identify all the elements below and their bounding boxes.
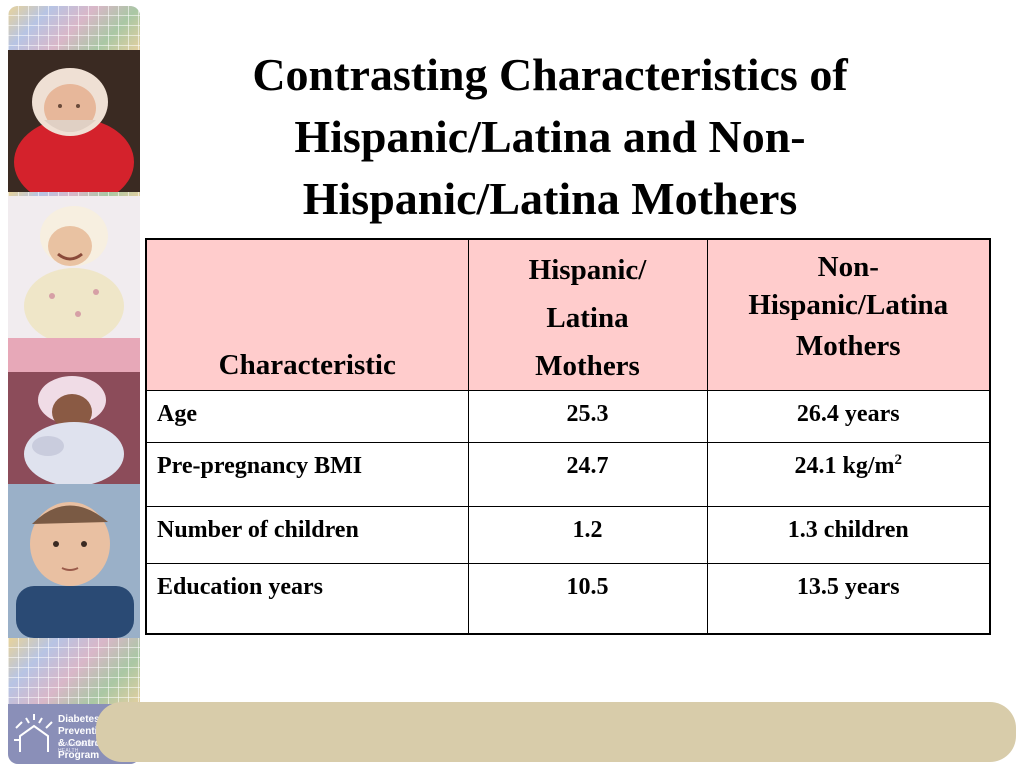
mosaic-band-bottom — [8, 638, 140, 704]
header-hispanic: Hispanic/ Latina Mothers — [467, 238, 708, 391]
slide-title: Contrasting Characteristics of Hispanic/… — [252, 49, 848, 224]
hispanic-value: 25.3 — [467, 390, 708, 443]
baby-photo-sweater — [8, 484, 140, 638]
hispanic-value: 10.5 — [467, 563, 708, 634]
non-hispanic-value-text: 24.1 kg/m — [794, 453, 895, 479]
header-non-hispanic-line-2: Hispanic/Latina — [748, 289, 949, 321]
row-label: Education years — [145, 563, 469, 634]
non-hispanic-value: 24.1 kg/m2 — [706, 442, 991, 507]
table-row: Number of children 1.2 1.3 children — [145, 506, 991, 564]
row-label: Number of children — [145, 506, 469, 564]
logo-line-1: Diabetes Prevention — [58, 714, 110, 737]
mosaic-band-top — [8, 6, 140, 50]
table-row: Age 25.3 26.4 years — [145, 390, 991, 443]
non-hispanic-value: 1.3 children — [706, 506, 991, 564]
row-label: Age — [145, 390, 469, 443]
header-hispanic-line-2: Latina — [546, 302, 629, 334]
sunrise-house-icon — [14, 714, 53, 752]
footer-bar — [96, 702, 1016, 762]
mosaic-divider — [8, 192, 140, 196]
header-non-hispanic-line-3: Mothers — [795, 330, 901, 362]
non-hispanic-value: 13.5 years — [706, 563, 991, 634]
logo-line-3: UTAH DEPARTMENT OF HEALTH — [58, 742, 119, 754]
baby-photo-red — [8, 50, 140, 192]
header-hispanic-line-3: Mothers — [535, 350, 640, 382]
baby-photo-sleeping — [8, 338, 140, 484]
header-hispanic-line-1: Hispanic/ — [528, 254, 647, 286]
row-label: Pre-pregnancy BMI — [145, 442, 469, 507]
header-characteristic: Characteristic — [145, 238, 469, 391]
hispanic-value: 24.7 — [467, 442, 708, 507]
non-hispanic-value: 26.4 years — [706, 390, 991, 443]
table-row: Education years 10.5 13.5 years — [145, 563, 991, 634]
header-non-hispanic-line-1: Non- — [817, 251, 879, 283]
table-header-row: Characteristic Hispanic/ Latina Mothers … — [145, 238, 991, 391]
photo-strip: Diabetes Prevention & Control Program UT… — [8, 6, 140, 764]
logo-line-2: & Control Program — [58, 738, 104, 761]
baby-photo-bonnet — [8, 196, 140, 338]
hispanic-value: 1.2 — [467, 506, 708, 564]
header-non-hispanic: Non- Hispanic/Latina Mothers — [706, 238, 991, 391]
characteristics-table: Characteristic Hispanic/ Latina Mothers … — [145, 238, 991, 635]
superscript: 2 — [894, 452, 903, 468]
table-row: Pre-pregnancy BMI 24.7 24.1 kg/m2 — [145, 442, 991, 507]
